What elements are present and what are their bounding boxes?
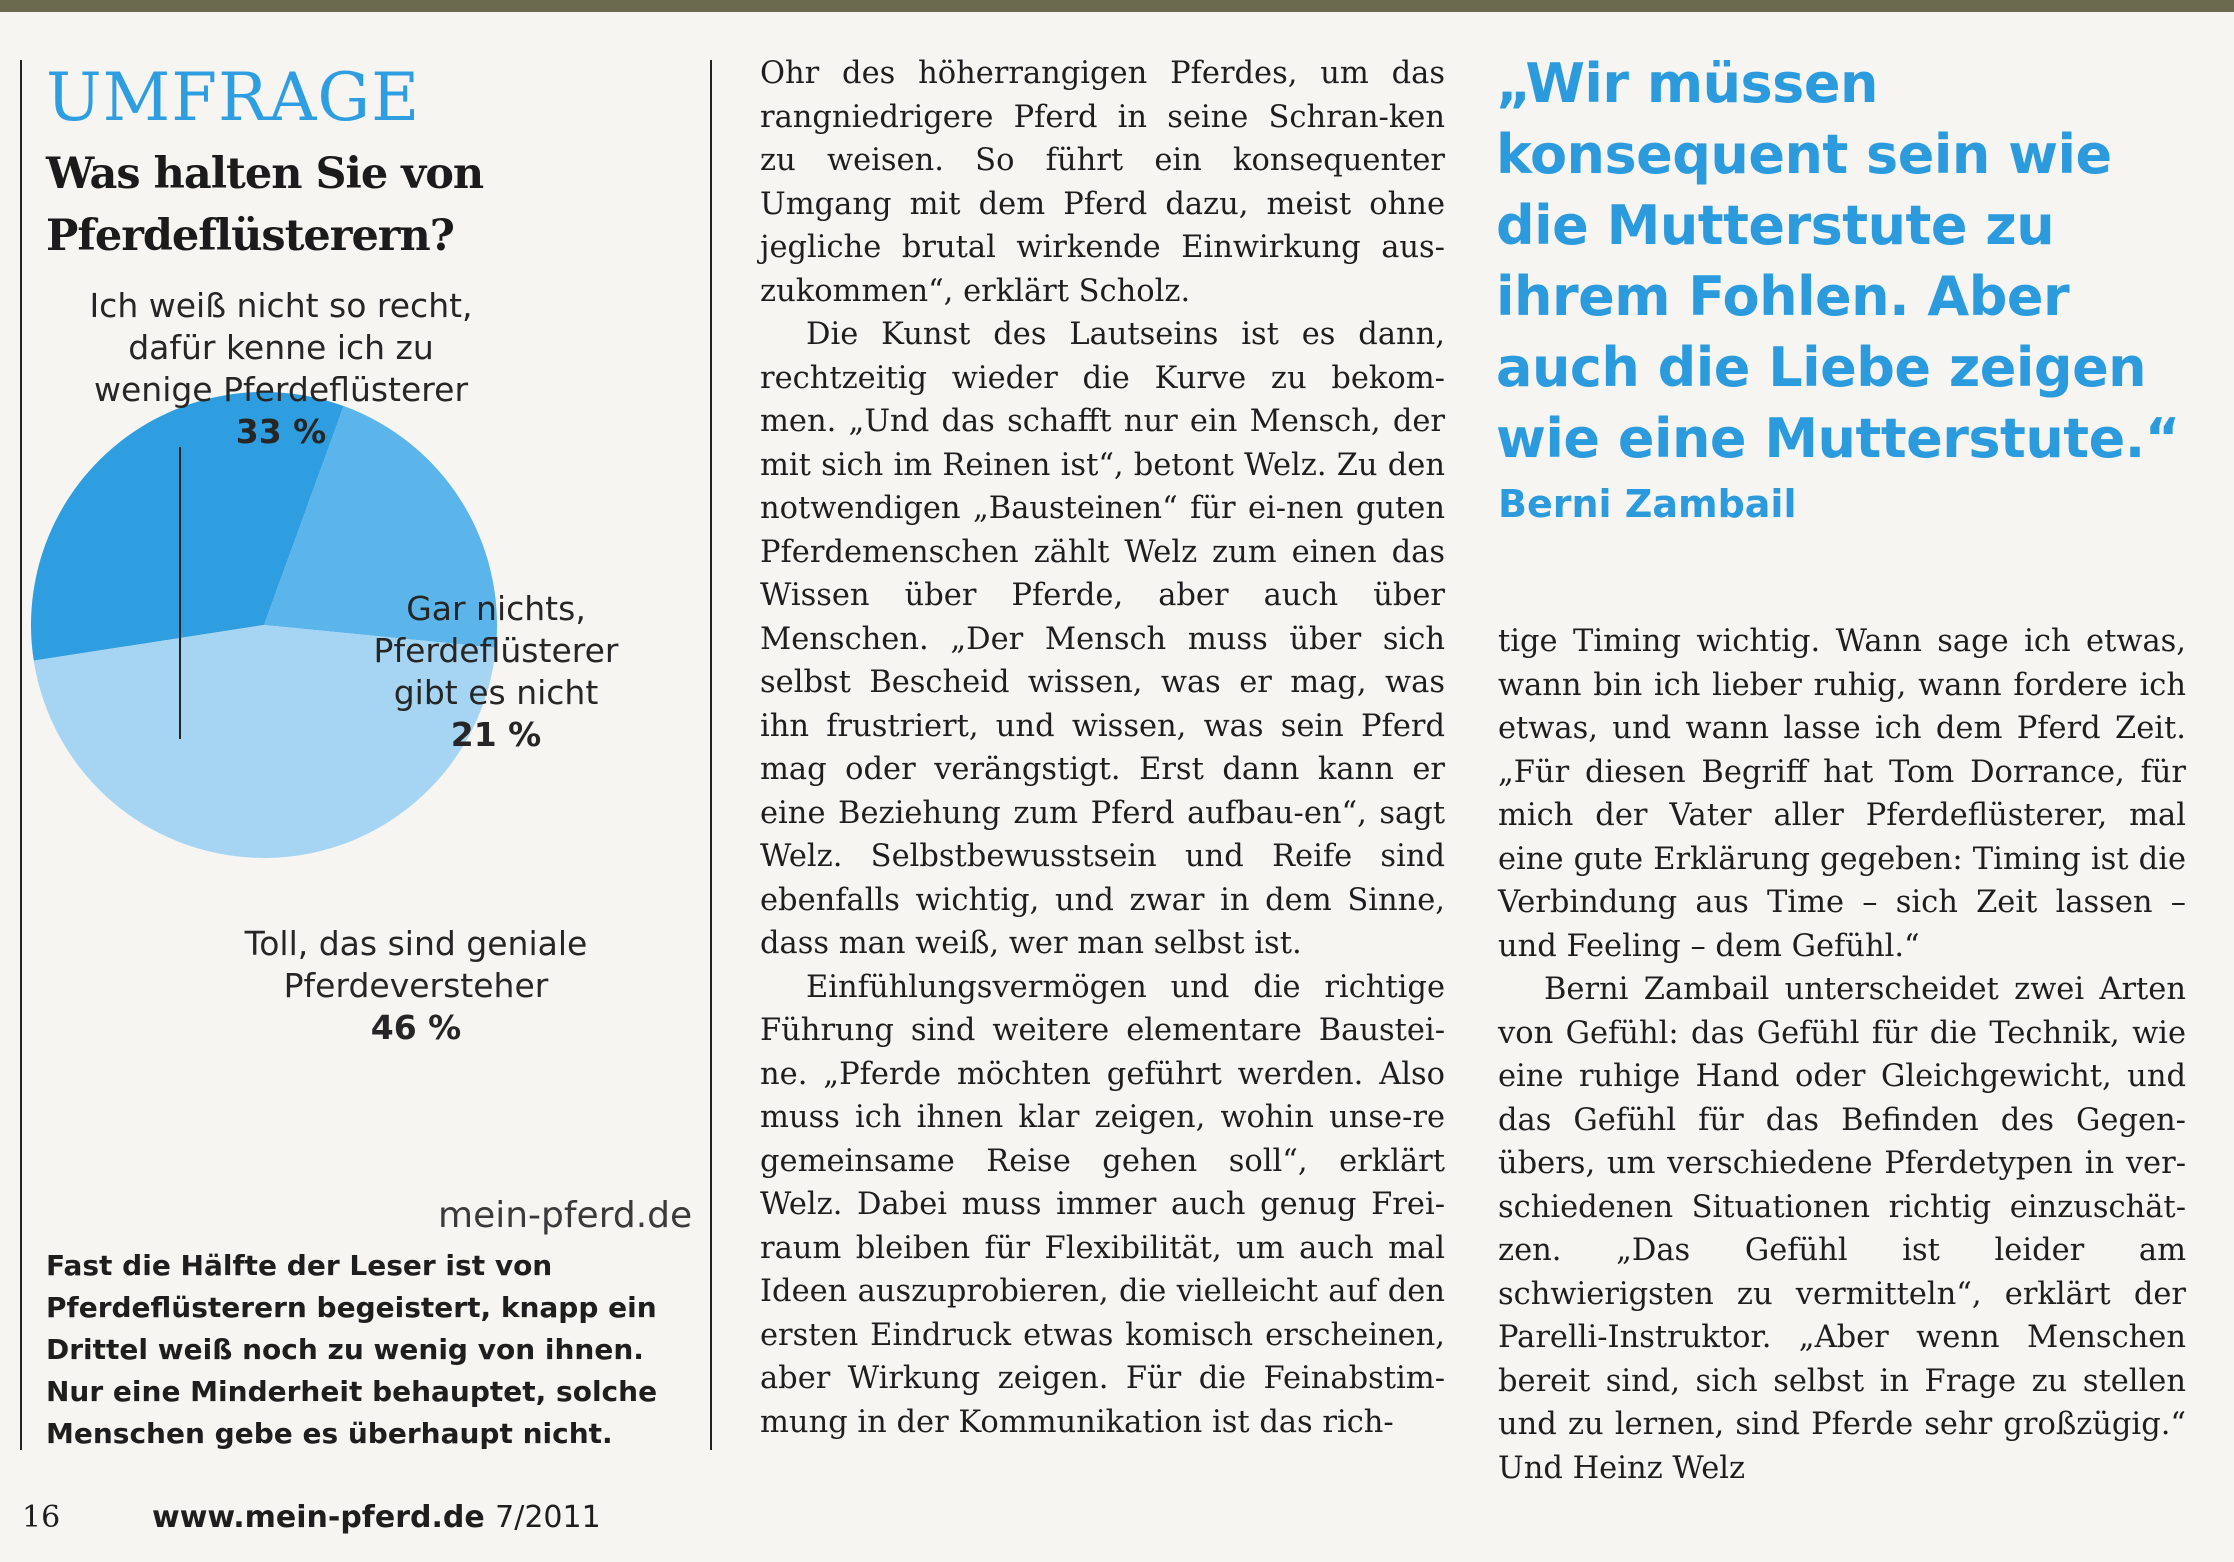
pie-slice-unsure: [31, 391, 344, 661]
survey-right-rule: [710, 60, 712, 1450]
pie-label-nothing-line3: gibt es nicht: [393, 673, 599, 712]
pie-label-unsure: Ich weiß nicht so recht, dafür kenne ich…: [36, 285, 526, 453]
footer-site-url: www.mein-pferd.de: [152, 1500, 485, 1535]
page-number: 16: [22, 1500, 61, 1535]
pie-label-nothing: Gar nichts, Pferdeflüsterer gibt es nich…: [356, 588, 636, 756]
pie-label-unsure-line3: wenige Pferdeflüsterer: [93, 370, 469, 409]
pull-quote-author: Berni Zambail: [1498, 482, 1797, 526]
pie-label-nothing-line1: Gar nichts,: [406, 589, 586, 628]
footer-issue: 7/2011: [495, 1500, 601, 1535]
survey-box: UMFRAGE Was halten Sie von Pferdeflüster…: [26, 55, 716, 1450]
survey-kicker: UMFRAGE: [46, 59, 421, 136]
pie-label-great: Toll, das sind geniale Pferdeversteher 4…: [216, 923, 616, 1049]
article-paragraph: Berni Zambail unterscheidet zwei Arten v…: [1498, 972, 2186, 1486]
pie-label-unsure-line1: Ich weiß nicht so recht,: [89, 286, 473, 325]
pie-value-great: 46 %: [370, 1008, 462, 1047]
pie-chart: [31, 391, 497, 858]
article-paragraph: tige Timing wichtig. Wann sage ich etwas…: [1498, 624, 2186, 964]
article-paragraph: Einfühlungsvermögen und die richtige Füh…: [760, 969, 1445, 1440]
pie-label-unsure-line2: dafür kenne ich zu: [128, 328, 434, 367]
survey-source: mein-pferd.de: [438, 1195, 693, 1236]
survey-left-rule: [20, 60, 22, 1450]
survey-question: Was halten Sie von Pferdeflüsterern?: [46, 149, 484, 261]
article-column-middle: Ohr des höherrangigen Pferdes, um das ra…: [760, 52, 1445, 1444]
top-edge-strip: [0, 0, 2234, 12]
article-paragraph: Ohr des höherrangigen Pferdes, um das ra…: [760, 56, 1445, 309]
pie-label-great-line1: Toll, das sind geniale: [244, 924, 588, 963]
article-column-right: tige Timing wichtig. Wann sage ich etwas…: [1498, 620, 2186, 1490]
pie-value-nothing: 21 %: [450, 715, 542, 754]
pie-label-nothing-line2: Pferdeflüsterer: [373, 631, 619, 670]
survey-summary: Fast die Hälfte der Leser ist von Pferde…: [46, 1249, 658, 1450]
pull-quote: „Wir müssen konsequent sein wie die Mutt…: [1496, 52, 2180, 470]
pie-slice-great: [33, 625, 496, 858]
footer-site: www.mein-pferd.de 7/2011: [152, 1500, 601, 1535]
pie-value-unsure: 33 %: [235, 412, 327, 451]
article-paragraph: Die Kunst des Lautseins ist es dann, rec…: [760, 317, 1445, 961]
pie-label-great-line2: Pferdeversteher: [283, 966, 549, 1005]
pie-slice-nothing: [264, 406, 497, 648]
